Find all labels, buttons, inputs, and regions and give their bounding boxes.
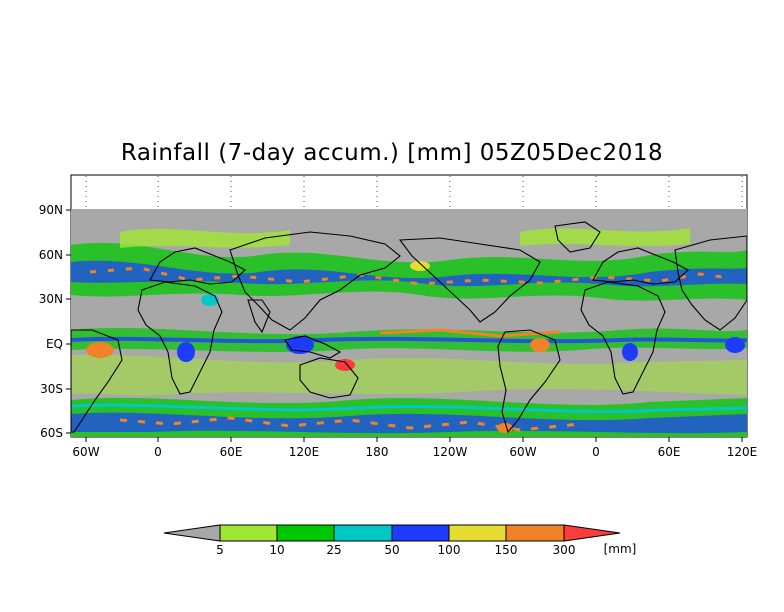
south-storm-track-cyan (71, 403, 747, 414)
lat-label-90n: 90N (39, 203, 63, 217)
colorbar-label-150: 150 (495, 543, 518, 557)
colorbar-segment-100-150 (448, 524, 507, 542)
colorbar-label-100: 100 (438, 543, 461, 557)
lon-label-120e-b: 120E (727, 445, 758, 459)
lon-label-60w-b: 60W (509, 445, 536, 459)
map-title: Rainfall (7-day accum.) [mm] 05Z05Dec201… (120, 140, 664, 166)
colorbar-segment-50-100 (391, 524, 450, 542)
colorbar-segment-5-10 (219, 524, 278, 542)
india-coast (247, 299, 271, 334)
rainfall-field (71, 228, 747, 437)
asia-coast-right (674, 235, 747, 331)
lon-label-120w: 120W (433, 445, 468, 459)
colorbar-segment-150-300 (505, 524, 565, 542)
colorbar-segment-10-25 (276, 524, 335, 542)
colorbar-segment-25-50 (333, 524, 393, 542)
colorbar-label-25: 25 (326, 543, 341, 557)
colorbar-segment-gt300 (563, 524, 621, 542)
lon-label-60e-a: 60E (220, 445, 243, 459)
europe-coast-right (592, 247, 689, 285)
south-tropics (71, 354, 747, 396)
south-america-coast (497, 329, 561, 434)
greenland-coast (554, 221, 601, 253)
europe-coast-left (149, 247, 246, 285)
south-america-coast-left (71, 329, 123, 433)
north-america-coast (398, 237, 541, 323)
colorbar (163, 524, 621, 542)
lat-label-60s: 60S (40, 426, 63, 440)
arctic-band (120, 228, 290, 248)
australia-coast (299, 357, 359, 399)
lon-label-60w-a: 60W (72, 445, 99, 459)
arctic-band-2 (520, 228, 690, 246)
colorbar-label-300: 300 (553, 543, 576, 557)
asia-coast (229, 231, 401, 331)
lon-label-120e-a: 120E (289, 445, 320, 459)
lon-gridlines (85, 176, 743, 208)
lon-label-0-a: 0 (154, 445, 162, 459)
africa-coast-left (137, 281, 223, 395)
lat-label-30s: 30S (40, 382, 63, 396)
colorbar-label-50: 50 (384, 543, 399, 557)
itcz-core (379, 328, 561, 338)
colorbar-unit: [mm] (604, 542, 637, 556)
coastlines (71, 221, 747, 434)
north-storm-track (71, 242, 747, 301)
africa-coast-right (580, 281, 666, 395)
colorbar-segment-lt5 (163, 524, 221, 542)
lat-ticks (66, 209, 71, 434)
colorbar-label-10: 10 (269, 543, 284, 557)
itcz-blue (71, 336, 747, 344)
lon-label-0-b: 0 (592, 445, 600, 459)
lat-label-30n: 30N (39, 292, 63, 306)
south-storm-track-core (71, 412, 747, 434)
lat-label-60n: 60N (39, 248, 63, 262)
lon-label-60e-b: 60E (658, 445, 681, 459)
colorbar-label-5: 5 (216, 543, 224, 557)
maritime-continent (284, 335, 342, 359)
convective-cells (86, 261, 745, 433)
lon-ticks (85, 437, 743, 442)
lon-label-180: 180 (366, 445, 389, 459)
lat-label-eq: EQ (46, 337, 63, 351)
